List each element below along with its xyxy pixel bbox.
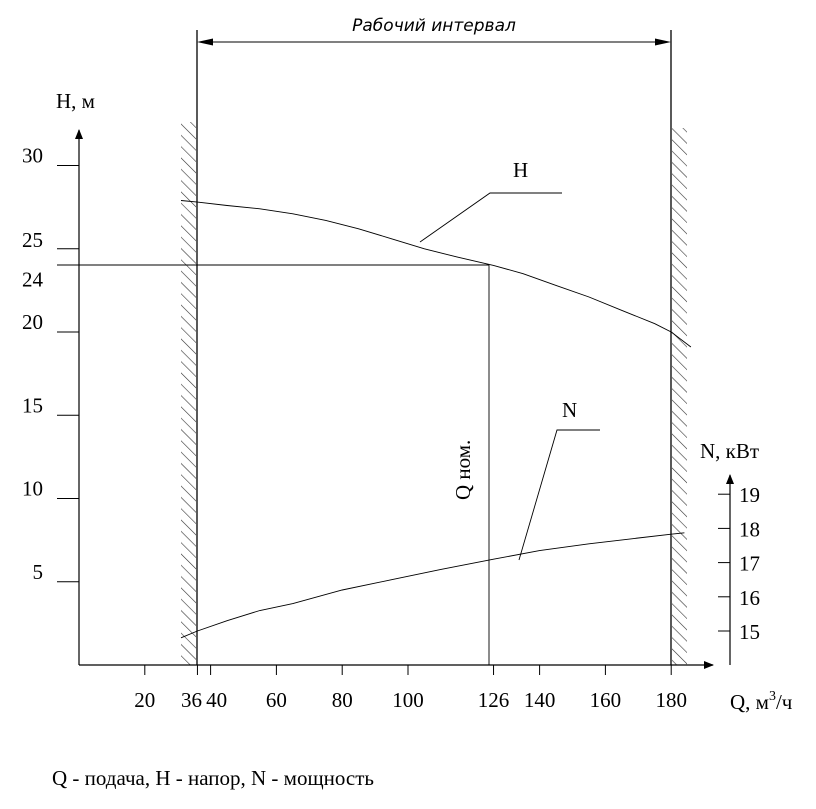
- y-right-axis-ticks: 15 16 17 18 19: [718, 483, 760, 644]
- y-left-axis-ticks: 5 10 15 20 24 25 30: [22, 144, 79, 584]
- interval-arrowhead-left: [197, 38, 213, 46]
- working-interval-label: Рабочий интервал: [352, 16, 516, 36]
- x-axis-title-sup: 3: [769, 689, 776, 704]
- x-tick-label-80: 80: [332, 688, 353, 712]
- x-tick-label-126: 126: [478, 688, 510, 712]
- series-h-line: [180, 200, 692, 348]
- y-left-tick-label-10: 10: [22, 477, 43, 501]
- chart-caption: Q - подача, Н - напор, N - мощность: [52, 766, 374, 790]
- series-n-leader: [518, 429, 600, 561]
- left-boundary-hatch: [181, 122, 196, 665]
- nominal-flow-label: Q ном.: [451, 440, 475, 500]
- x-axis-title-main: Q, м: [730, 690, 769, 714]
- x-axis-title-tail: /ч: [776, 690, 793, 714]
- x-tick-label-100: 100: [392, 688, 424, 712]
- x-tick-label-180: 180: [655, 688, 687, 712]
- x-tick-label-40: 40: [206, 688, 227, 712]
- x-tick-label-60: 60: [266, 688, 287, 712]
- x-tick-label-160: 160: [590, 688, 622, 712]
- x-tick-label-20: 20: [134, 688, 155, 712]
- series-h-label: H: [513, 158, 528, 182]
- x-tick-label-140: 140: [524, 688, 556, 712]
- series-n-label: N: [562, 398, 577, 422]
- y-right-tick-label-15: 15: [739, 620, 760, 644]
- y-left-tick-label-20: 20: [22, 310, 43, 334]
- y-left-tick-label-25: 25: [22, 228, 43, 252]
- y-right-tick-label-19: 19: [739, 483, 760, 507]
- y-right-tick-label-17: 17: [739, 552, 760, 576]
- y-left-tick-label-15: 15: [22, 393, 43, 417]
- y-right-tick-label-16: 16: [739, 586, 760, 610]
- y-right-tick-label-18: 18: [739, 517, 760, 541]
- interval-arrowhead-right: [655, 38, 671, 46]
- y-left-axis-title: H, м: [56, 89, 95, 113]
- y-left-tick-label-24: 24: [22, 267, 44, 291]
- x-tick-label-36: 36: [181, 688, 202, 712]
- right-boundary-hatch: [672, 128, 687, 665]
- x-axis-ticks: 20 36 40 60 80 100 126 140 160 180: [134, 665, 687, 712]
- series-h-leader: [419, 192, 562, 243]
- y-right-axis-title: N, кВт: [700, 439, 759, 463]
- series-n-line: [180, 532, 685, 639]
- y-left-tick-label-5: 5: [33, 560, 44, 584]
- x-axis-title: Q, м3/ч: [730, 689, 793, 714]
- y-left-tick-label-30: 30: [22, 144, 43, 168]
